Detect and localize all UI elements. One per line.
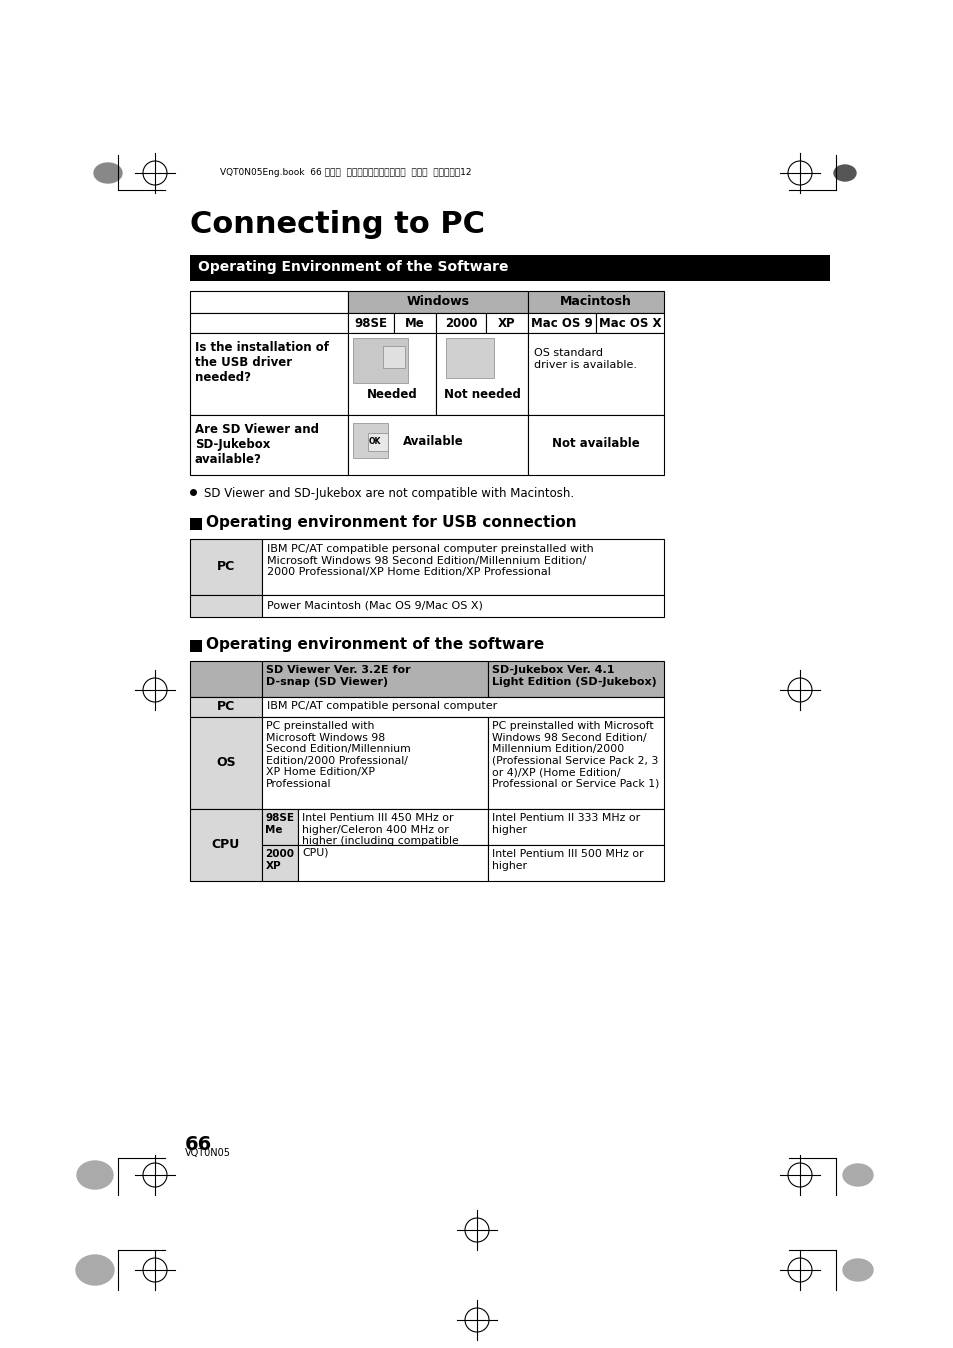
Bar bbox=[436, 313, 485, 333]
Text: Windows: Windows bbox=[406, 295, 469, 307]
Bar bbox=[488, 717, 663, 809]
Text: Connecting to PC: Connecting to PC bbox=[190, 210, 484, 239]
Bar bbox=[190, 518, 202, 530]
Bar bbox=[297, 845, 488, 882]
Text: OS: OS bbox=[216, 756, 235, 770]
Bar bbox=[190, 640, 202, 652]
Text: 98SE
Me: 98SE Me bbox=[265, 813, 294, 834]
Bar bbox=[488, 809, 663, 845]
Bar bbox=[353, 423, 388, 458]
Ellipse shape bbox=[94, 163, 122, 183]
Text: Mac OS X: Mac OS X bbox=[598, 317, 660, 330]
Text: Intel Pentium II 333 MHz or
higher: Intel Pentium II 333 MHz or higher bbox=[492, 813, 639, 834]
Ellipse shape bbox=[77, 1161, 112, 1189]
Bar bbox=[348, 333, 436, 415]
Text: Needed: Needed bbox=[366, 388, 416, 400]
Bar bbox=[190, 661, 262, 697]
Text: PC preinstalled with
Microsoft Windows 98
Second Edition/Millennium
Edition/2000: PC preinstalled with Microsoft Windows 9… bbox=[266, 721, 411, 789]
Bar bbox=[485, 313, 527, 333]
Bar bbox=[297, 809, 488, 845]
Bar bbox=[190, 333, 348, 415]
Text: XP: XP bbox=[497, 317, 516, 330]
Bar bbox=[190, 809, 262, 882]
Bar bbox=[190, 255, 829, 280]
Bar bbox=[190, 539, 262, 594]
Bar bbox=[368, 433, 388, 452]
Text: IBM PC/AT compatible personal computer: IBM PC/AT compatible personal computer bbox=[267, 701, 497, 710]
Text: VQT0N05Eng.book  66 ページ  ２００４年１１月２２日  月曜日  午前１０時12: VQT0N05Eng.book 66 ページ ２００４年１１月２２日 月曜日 午… bbox=[220, 168, 471, 177]
Text: Are SD Viewer and
SD-Jukebox
available?: Are SD Viewer and SD-Jukebox available? bbox=[194, 423, 318, 466]
Text: Operating environment of the software: Operating environment of the software bbox=[206, 638, 543, 652]
Text: IBM PC/AT compatible personal computer preinstalled with
Microsoft Windows 98 Se: IBM PC/AT compatible personal computer p… bbox=[267, 545, 593, 577]
Text: PC: PC bbox=[216, 561, 234, 573]
Text: OK: OK bbox=[369, 437, 381, 446]
Ellipse shape bbox=[842, 1165, 872, 1186]
Text: PC: PC bbox=[216, 701, 234, 713]
Bar bbox=[190, 415, 348, 474]
Text: Operating environment for USB connection: Operating environment for USB connection bbox=[206, 515, 576, 530]
Text: Me: Me bbox=[405, 317, 424, 330]
Bar bbox=[348, 313, 394, 333]
Ellipse shape bbox=[76, 1255, 113, 1285]
Text: 2000: 2000 bbox=[444, 317, 476, 330]
Text: Available: Available bbox=[402, 435, 463, 448]
Text: Power Macintosh (Mac OS 9/Mac OS X): Power Macintosh (Mac OS 9/Mac OS X) bbox=[267, 600, 482, 611]
Ellipse shape bbox=[842, 1259, 872, 1281]
Bar bbox=[262, 539, 663, 594]
Text: CPU: CPU bbox=[212, 838, 240, 852]
Text: SD Viewer Ver. 3.2E for
D-snap (SD Viewer): SD Viewer Ver. 3.2E for D-snap (SD Viewe… bbox=[266, 665, 410, 686]
Bar bbox=[596, 313, 663, 333]
Bar bbox=[262, 717, 488, 809]
Bar bbox=[382, 346, 405, 368]
Bar bbox=[262, 697, 663, 717]
Text: Mac OS 9: Mac OS 9 bbox=[531, 317, 592, 330]
Bar bbox=[527, 291, 663, 313]
Bar bbox=[488, 661, 663, 697]
Text: 66: 66 bbox=[185, 1135, 212, 1154]
Bar bbox=[262, 845, 297, 882]
Bar bbox=[190, 313, 348, 333]
Text: OS standard
driver is available.: OS standard driver is available. bbox=[534, 348, 637, 369]
Text: Is the installation of
the USB driver
needed?: Is the installation of the USB driver ne… bbox=[194, 341, 329, 384]
Bar bbox=[488, 845, 663, 882]
Bar bbox=[348, 291, 527, 313]
Text: Operating Environment of the Software: Operating Environment of the Software bbox=[198, 260, 508, 274]
Text: SD-Jukebox Ver. 4.1
Light Edition (SD-Jukebox): SD-Jukebox Ver. 4.1 Light Edition (SD-Ju… bbox=[492, 665, 656, 686]
Text: 2000
XP: 2000 XP bbox=[265, 849, 294, 871]
Text: Intel Pentium III 500 MHz or
higher: Intel Pentium III 500 MHz or higher bbox=[492, 849, 643, 871]
Text: Not needed: Not needed bbox=[443, 388, 520, 400]
Ellipse shape bbox=[833, 164, 855, 181]
Bar bbox=[190, 594, 262, 617]
Bar bbox=[190, 291, 348, 313]
Bar bbox=[527, 313, 596, 333]
Bar bbox=[394, 313, 436, 333]
Bar bbox=[436, 333, 527, 415]
Text: SD Viewer and SD-Jukebox are not compatible with Macintosh.: SD Viewer and SD-Jukebox are not compati… bbox=[204, 487, 574, 500]
Bar bbox=[190, 717, 262, 809]
Bar bbox=[348, 415, 527, 474]
Bar bbox=[262, 661, 488, 697]
Text: Intel Pentium III 450 MHz or
higher/Celeron 400 MHz or
higher (including compati: Intel Pentium III 450 MHz or higher/Cele… bbox=[302, 813, 458, 857]
Bar bbox=[262, 809, 297, 845]
Text: Not available: Not available bbox=[552, 437, 639, 450]
Bar bbox=[527, 333, 663, 415]
Text: Macintosh: Macintosh bbox=[559, 295, 631, 307]
Text: VQT0N05: VQT0N05 bbox=[185, 1148, 231, 1158]
Text: 98SE: 98SE bbox=[355, 317, 387, 330]
Bar bbox=[190, 697, 262, 717]
Bar bbox=[446, 338, 494, 377]
Bar bbox=[262, 594, 663, 617]
Bar bbox=[353, 338, 408, 383]
Text: PC preinstalled with Microsoft
Windows 98 Second Edition/
Millennium Edition/200: PC preinstalled with Microsoft Windows 9… bbox=[492, 721, 659, 789]
Bar bbox=[527, 415, 663, 474]
